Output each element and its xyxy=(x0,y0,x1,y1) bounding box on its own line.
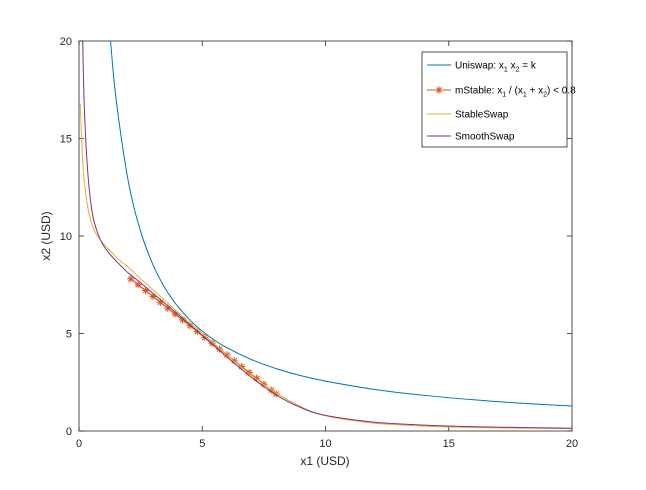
series-line-uniswap xyxy=(110,41,572,407)
legend-item-stableswap: StableSwap xyxy=(427,110,509,121)
x-tick-label: 20 xyxy=(566,438,578,450)
x-tick-label: 0 xyxy=(76,438,82,450)
legend-item-smoothswap: SmoothSwap xyxy=(427,132,515,143)
legend-text-part: + x xyxy=(527,86,543,97)
y-tick-label: 10 xyxy=(60,231,72,243)
legend-label: Uniswap: x1 x2 = k xyxy=(455,61,537,74)
legend-text-part: Uniswap: x xyxy=(455,61,504,72)
y-axis-label: x2 (USD) xyxy=(39,211,53,260)
legend-text-part: mStable: x xyxy=(455,86,502,97)
data-point-mstable xyxy=(186,322,194,330)
legend-box xyxy=(421,51,568,148)
legend-subscript: 1 xyxy=(504,67,508,74)
data-point-mstable xyxy=(208,339,216,347)
legend-subscript: 2 xyxy=(516,67,520,74)
legend-subscript: 2 xyxy=(543,92,547,99)
legend-label: mStable: x1 / (x1 + x2) < 0.8 xyxy=(455,86,576,99)
y-tick-label: 20 xyxy=(60,36,72,48)
legend-marker xyxy=(435,86,443,94)
legend-text-part: StableSwap xyxy=(455,110,509,121)
data-point-mstable xyxy=(134,281,142,289)
x-tick-label: 10 xyxy=(319,438,331,450)
legend-label: SmoothSwap xyxy=(455,132,515,143)
data-point-mstable xyxy=(141,287,150,295)
series-layer xyxy=(79,41,572,430)
x-axis-label: x1 (USD) xyxy=(300,454,349,468)
y-tick-label: 5 xyxy=(66,329,72,341)
y-tick-label: 0 xyxy=(66,426,72,438)
x-tick-label: 15 xyxy=(443,438,455,450)
y-tick-label: 15 xyxy=(60,134,72,146)
series-smoothswap xyxy=(82,41,572,429)
legend-subscript: 1 xyxy=(523,92,527,99)
legend-label: StableSwap xyxy=(455,110,509,121)
legend-text-part: SmoothSwap xyxy=(455,132,515,143)
data-point-mstable xyxy=(127,275,135,283)
legend-item-mstable: mStable: x1 / (x1 + x2) < 0.8 xyxy=(427,86,576,99)
series-uniswap xyxy=(110,41,572,407)
x-tick-label: 5 xyxy=(199,438,205,450)
legend-item-uniswap: Uniswap: x1 x2 = k xyxy=(427,61,537,74)
legend-text-part: ) < 0.8 xyxy=(547,86,576,97)
legend-text-part: / (x xyxy=(506,86,523,97)
y-axis-ticks: 0 5 10 15 20 xyxy=(60,36,572,438)
legend-text-part: x xyxy=(508,61,516,72)
legend-subscript: 1 xyxy=(502,92,506,99)
series-line-smoothswap xyxy=(82,41,572,429)
legend-text-part: = k xyxy=(520,61,537,72)
data-point-mstable xyxy=(171,310,179,318)
x-axis-ticks: 0 5 10 15 20 xyxy=(76,41,578,450)
